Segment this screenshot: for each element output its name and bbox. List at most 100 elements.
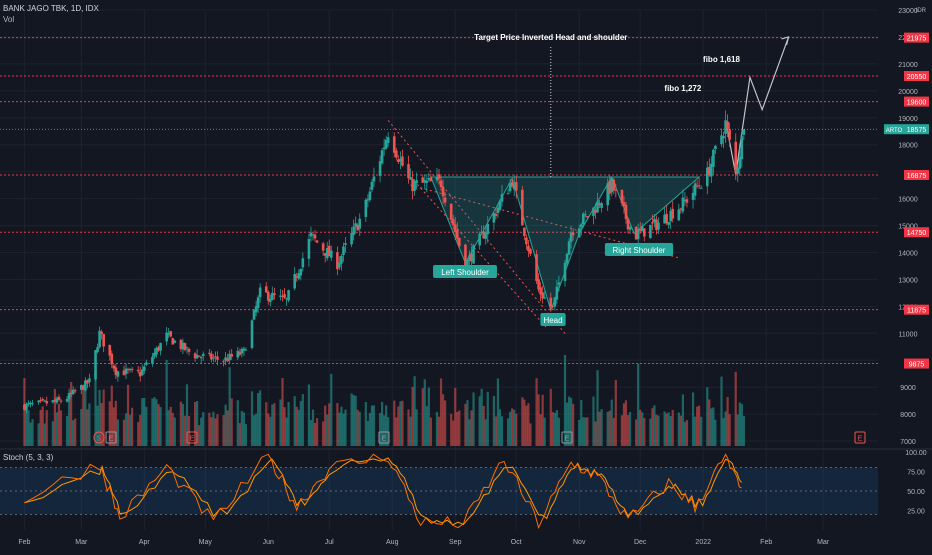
volume-bar: [279, 399, 282, 446]
volume-bar: [240, 410, 243, 446]
candle-body: [281, 295, 284, 297]
volume-bar: [612, 417, 615, 446]
volume-bar: [27, 410, 30, 446]
candle-body: [472, 245, 475, 264]
volume-bar: [70, 382, 73, 446]
volume-bar: [653, 405, 656, 446]
candle-body: [167, 332, 170, 335]
volume-bar: [350, 393, 353, 446]
volume-bar: [515, 413, 518, 446]
volume-bar: [179, 401, 182, 446]
volume-bar: [539, 414, 542, 446]
volume-bar: [606, 411, 609, 446]
candle-body: [94, 350, 97, 380]
volume-bar: [181, 403, 185, 446]
volume-bar: [496, 378, 500, 446]
volume-bar: [578, 420, 581, 446]
volume-bar: [628, 411, 632, 446]
volume-bar: [468, 419, 471, 446]
candle-body: [313, 234, 317, 239]
volume-bar: [41, 406, 44, 446]
candle-body: [651, 222, 654, 224]
volume-bar: [492, 396, 495, 446]
volume-bar: [482, 405, 485, 446]
candle-body: [413, 181, 416, 191]
stoch-tick: 50.00: [907, 489, 925, 496]
price-tick: 15000: [898, 224, 918, 231]
candle-body: [508, 182, 512, 192]
candle-body: [187, 348, 191, 352]
candle-body: [468, 255, 471, 262]
volume-bar: [141, 398, 144, 446]
candle-body: [266, 291, 270, 301]
level-price-label: 21975: [907, 36, 927, 43]
volume-bar: [100, 403, 103, 446]
candle-body: [594, 209, 597, 213]
volume-bar: [297, 409, 300, 446]
fibo-1272-label: fibo 1,272: [664, 84, 701, 93]
volume-bar: [116, 419, 119, 446]
volume-bar: [693, 416, 697, 446]
left-shoulder-label: Left Shoulder: [441, 268, 489, 277]
left-shoulder-label-bg: [433, 265, 497, 278]
level-price-tag: [904, 169, 929, 180]
volume-bar: [257, 393, 260, 446]
candle-body: [82, 385, 85, 390]
candle-body: [620, 189, 624, 204]
event-marker: [105, 431, 117, 444]
candle-body: [216, 356, 219, 360]
candle-body: [244, 349, 248, 351]
volume-bar: [236, 400, 239, 446]
candle-body: [143, 366, 146, 371]
candle-body: [228, 353, 231, 361]
volume-bar: [507, 418, 510, 446]
volume-bar: [669, 416, 672, 446]
candle-body: [407, 164, 410, 179]
volume-bar: [421, 388, 424, 446]
volume-bar: [722, 418, 725, 446]
candle-body: [665, 213, 668, 224]
channel-top: [387, 120, 568, 337]
volume-bar: [466, 400, 469, 446]
candle-body: [551, 306, 555, 308]
volume-bar: [299, 401, 302, 446]
candle-body: [638, 228, 642, 231]
volume-bar: [380, 401, 384, 446]
stoch-tick: 75.00: [907, 470, 925, 477]
volume-bar: [742, 415, 745, 446]
volume-bar: [622, 403, 626, 446]
volume-bar: [696, 406, 699, 446]
candle-body: [311, 234, 315, 236]
candle-body: [126, 368, 130, 370]
candle-body: [378, 161, 382, 176]
volume-bar: [525, 405, 528, 446]
candle-body: [114, 367, 118, 376]
candle-body: [230, 354, 233, 357]
level-price-tag: [904, 304, 929, 315]
volume-bar: [582, 417, 585, 446]
volume-bar: [322, 421, 325, 446]
volume-bar: [570, 397, 573, 446]
volume-bar: [102, 389, 105, 446]
event-marker: [93, 431, 105, 444]
volume-bar: [563, 355, 567, 446]
candle-body: [399, 158, 402, 162]
candle-body: [443, 197, 447, 203]
candle-body: [663, 214, 666, 224]
candle-body: [669, 210, 672, 222]
symbol-title: BANK JAGO TBK, 1D, IDX: [3, 4, 99, 13]
candle-body: [238, 352, 242, 355]
volume-bar: [443, 400, 447, 446]
volume-bar: [450, 413, 453, 446]
volume-bar: [584, 417, 587, 446]
volume-bar: [608, 410, 611, 446]
volume-bar: [580, 400, 583, 446]
volume-bar: [112, 407, 115, 446]
candle-body: [73, 390, 77, 392]
candle-body: [252, 310, 256, 320]
time-tick: Feb: [760, 539, 772, 546]
volume-bar: [200, 417, 203, 446]
candle-body: [224, 357, 227, 361]
